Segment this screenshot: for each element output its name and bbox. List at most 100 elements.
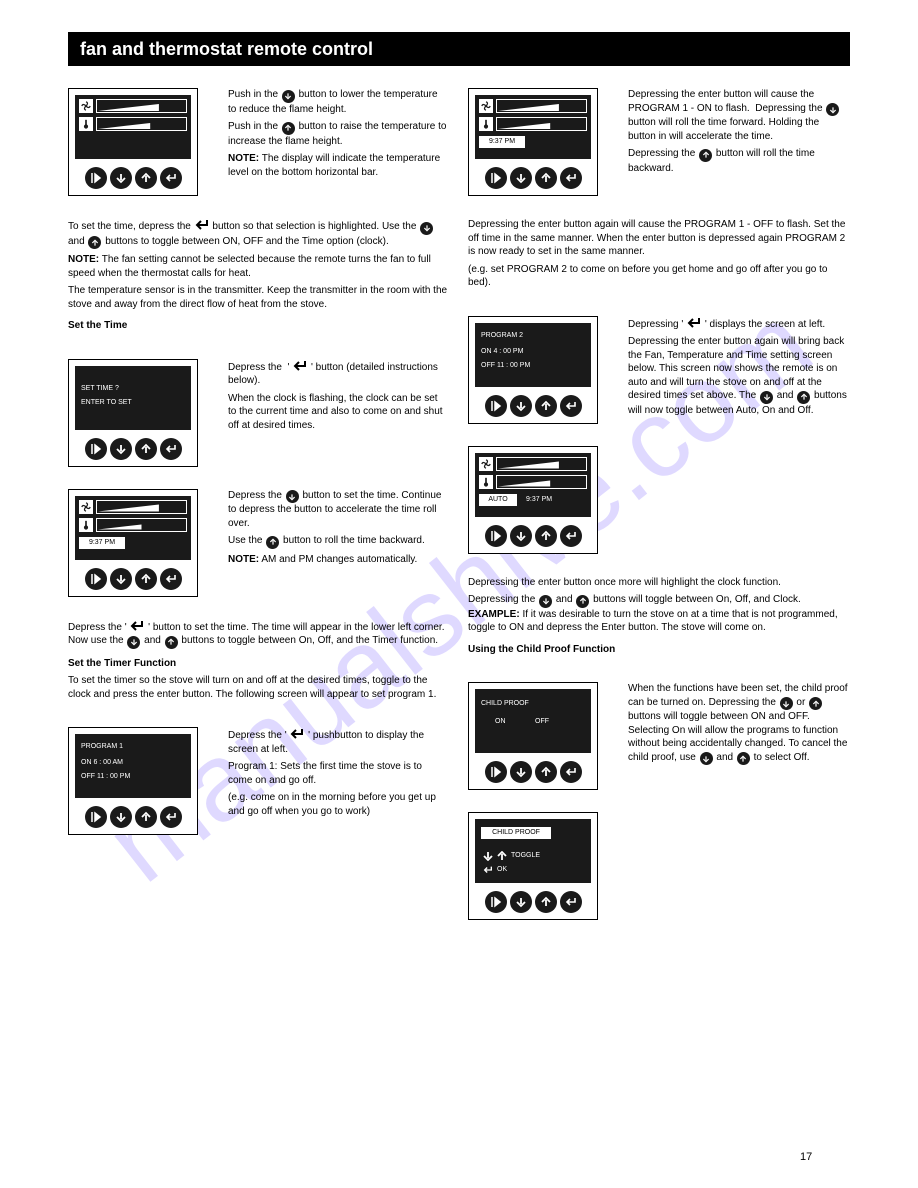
screen-text: OK: [497, 865, 507, 874]
play-pause-button[interactable]: [485, 891, 507, 913]
play-pause-button[interactable]: [485, 761, 507, 783]
step: Depressing the enter button once more wi…: [468, 576, 848, 661]
arrow-down-icon: [780, 697, 793, 710]
step: Depressing the enter button again will c…: [468, 218, 848, 294]
up-button[interactable]: [135, 438, 157, 460]
up-button[interactable]: [535, 525, 557, 547]
enter-button[interactable]: [160, 806, 182, 828]
down-button[interactable]: [110, 438, 132, 460]
step-text: When the functions have been set, the ch…: [628, 682, 848, 790]
enter-button[interactable]: [560, 395, 582, 417]
up-button[interactable]: [135, 167, 157, 189]
screen-text: PROGRAM 2: [481, 331, 523, 340]
screen-text: CHILD PROOF: [481, 827, 551, 839]
fan-icon: [79, 500, 93, 514]
play-pause-button[interactable]: [85, 806, 107, 828]
arrow-down-icon: [286, 490, 299, 503]
screen-text: OFF: [535, 717, 549, 726]
step: PROGRAM 2 ON 4 : 00 PM OFF 11 : 00 PM De…: [468, 316, 848, 424]
screen-text: ON 4 : 00 PM: [481, 347, 523, 356]
step-text: Depress the ' ' button (detailed instruc…: [228, 359, 448, 467]
step-text: Push in the button to lower the temperat…: [228, 88, 448, 196]
fan-icon: [479, 457, 493, 471]
up-button[interactable]: [535, 167, 557, 189]
play-pause-button[interactable]: [85, 438, 107, 460]
section-heading: Set the Timer Function: [68, 658, 176, 669]
arrow-down-icon: [539, 595, 552, 608]
screen-text: ENTER TO SET: [81, 398, 132, 407]
step-text: Depressing the enter button once more wi…: [468, 576, 848, 661]
enter-button[interactable]: [560, 525, 582, 547]
down-button[interactable]: [510, 167, 532, 189]
down-button[interactable]: [110, 568, 132, 590]
arrow-down-icon: [282, 90, 295, 103]
play-pause-button[interactable]: [485, 395, 507, 417]
step-text: [628, 446, 848, 554]
play-pause-button[interactable]: [485, 167, 507, 189]
enter-icon: [293, 359, 307, 373]
panel-screen: PROGRAM 2 ON 4 : 00 PM OFF 11 : 00 PM: [475, 323, 591, 387]
enter-icon: [687, 316, 701, 330]
panel-screen: AUTO 9:37 PM: [475, 453, 591, 517]
step-text: Depressing the enter button again will c…: [468, 218, 848, 294]
play-pause-button[interactable]: [85, 167, 107, 189]
down-button[interactable]: [510, 891, 532, 913]
section-heading: Set the Time: [68, 320, 127, 331]
screen-mode: AUTO: [479, 494, 517, 506]
thermo-icon: [479, 475, 493, 489]
enter-icon: [130, 619, 144, 633]
thermo-icon: [79, 117, 93, 131]
section-heading: Using the Child Proof Function: [468, 644, 615, 655]
arrow-up-icon: [282, 122, 295, 135]
screen-text: OFF 11 : 00 PM: [81, 772, 130, 781]
enter-icon: [195, 218, 209, 232]
enter-button[interactable]: [160, 568, 182, 590]
enter-button[interactable]: [560, 891, 582, 913]
left-column: Push in the button to lower the temperat…: [68, 88, 448, 857]
step: 9:37 PM Depressing the enter button will…: [468, 88, 848, 196]
arrow-up-icon: [497, 851, 507, 861]
control-panel: CHILD PROOF TOGGLE OK: [468, 812, 598, 920]
screen-text: CHILD PROOF: [481, 699, 529, 708]
step: AUTO 9:37 PM: [468, 446, 848, 554]
arrow-down-icon: [760, 391, 773, 404]
arrow-down-icon: [700, 752, 713, 765]
down-button[interactable]: [510, 395, 532, 417]
enter-button[interactable]: [160, 438, 182, 460]
arrow-up-icon: [88, 236, 101, 249]
step: Depress the ' ' button to set the time. …: [68, 619, 448, 706]
enter-icon: [483, 865, 493, 875]
up-button[interactable]: [535, 395, 557, 417]
arrow-up-icon: [699, 149, 712, 162]
enter-button[interactable]: [560, 167, 582, 189]
panel-screen: 9:37 PM: [75, 496, 191, 560]
up-button[interactable]: [135, 806, 157, 828]
screen-text: PROGRAM 1: [81, 742, 123, 751]
up-button[interactable]: [535, 761, 557, 783]
step-text: To set the time, depress the button so t…: [68, 218, 448, 337]
step-text: Depressing ' ' displays the screen at le…: [628, 316, 848, 424]
up-button[interactable]: [135, 568, 157, 590]
step: CHILD PROOF TOGGLE OK: [468, 812, 848, 920]
step-text: Depress the ' ' button to set the time. …: [68, 619, 448, 706]
control-panel: SET TIME ? ENTER TO SET: [68, 359, 198, 467]
step-text: Depressing the enter button will cause t…: [628, 88, 848, 196]
thermo-icon: [79, 518, 93, 532]
control-panel: AUTO 9:37 PM: [468, 446, 598, 554]
arrow-up-icon: [266, 536, 279, 549]
play-pause-button[interactable]: [485, 525, 507, 547]
step-text: [628, 812, 848, 920]
screen-time: 9:37 PM: [479, 136, 525, 148]
arrow-up-icon: [797, 391, 810, 404]
arrow-up-icon: [576, 595, 589, 608]
play-pause-button[interactable]: [85, 568, 107, 590]
thermo-icon: [479, 117, 493, 131]
up-button[interactable]: [535, 891, 557, 913]
down-button[interactable]: [110, 806, 132, 828]
down-button[interactable]: [110, 167, 132, 189]
enter-button[interactable]: [160, 167, 182, 189]
step-text: Depress the ' ' pushbutton to display th…: [228, 727, 448, 835]
down-button[interactable]: [510, 761, 532, 783]
down-button[interactable]: [510, 525, 532, 547]
enter-button[interactable]: [560, 761, 582, 783]
